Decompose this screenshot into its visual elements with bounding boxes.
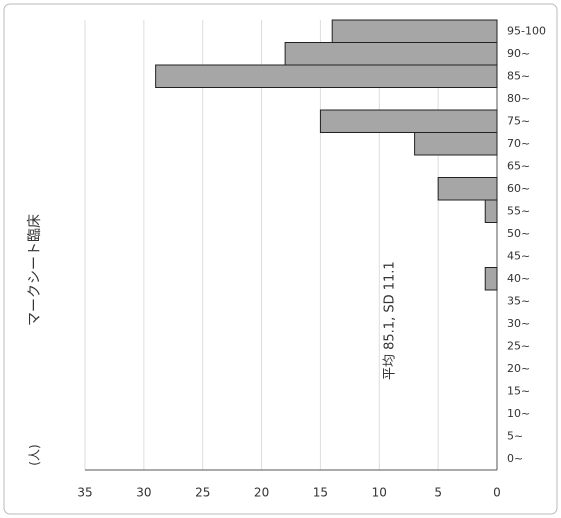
y-tick-label: 15 [313,486,328,500]
x-tick-label: 35~ [507,294,530,307]
bar [414,132,498,156]
y-tick-label: 30 [136,486,151,500]
x-tick-label: 60~ [507,182,530,195]
plot-group: マークシート臨床 (人) 平均 85.1, SD 11.1 0 5 10 15 20 25… [27,19,546,500]
x-tick-label: 50~ [507,227,530,240]
bar [484,267,498,291]
y-tick-label: 10 [372,486,387,500]
x-tick-label: 65~ [507,159,530,172]
bar [331,19,498,43]
y-tick-label: 5 [434,486,442,500]
x-tick-label: 95-100 [507,24,546,37]
x-tick-label: 70~ [507,137,530,150]
x-tick-label: 10~ [507,407,530,420]
bar [155,64,498,88]
frame [3,3,558,515]
y-tick-label: 25 [195,486,210,500]
x-tick-label: 30~ [507,317,530,330]
y-tick-label: 35 [77,486,92,500]
x-tick-label: 90~ [507,47,530,60]
bar [437,177,498,201]
y-axis-label: (人) [28,444,42,465]
x-tick-label: 45~ [507,249,530,262]
y-tick-label: 0 [493,486,501,500]
x-tick-label: 20~ [507,362,530,375]
x-tick-label: 0~ [507,452,523,465]
chart-title: マークシート臨床 [27,214,43,326]
x-tick-label: 5~ [507,429,523,442]
x-tick-label: 85~ [507,69,530,82]
x-tick-label: 55~ [507,204,530,217]
bar [319,109,498,133]
x-tick-label: 80~ [507,92,530,105]
x-tick-label: 25~ [507,339,530,352]
annotation: 平均 85.1, SD 11.1 [383,261,398,380]
x-tick-label: 75~ [507,114,530,127]
bar [484,199,498,223]
x-tick-label: 40~ [507,272,530,285]
y-tick-label: 20 [254,486,269,500]
x-tick-label: 15~ [507,384,530,397]
bar [284,42,498,66]
